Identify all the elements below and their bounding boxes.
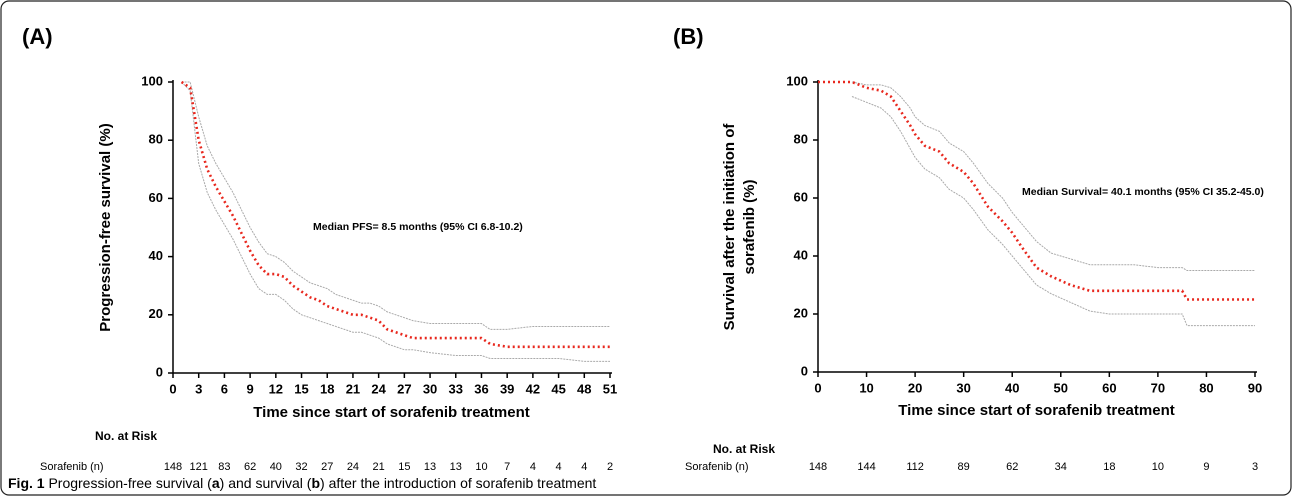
x-tick-label: 50 bbox=[1054, 380, 1068, 395]
caption-text: a bbox=[212, 475, 220, 491]
risk-count: 144 bbox=[857, 461, 875, 473]
risk-count: 15 bbox=[398, 461, 410, 473]
risk-count: 121 bbox=[190, 461, 208, 473]
x-axis-label: Time since start of sorafenib treatment bbox=[253, 404, 529, 421]
y-tick-label: 40 bbox=[149, 248, 163, 263]
x-tick-label: 80 bbox=[1199, 380, 1213, 395]
risk-count: 9 bbox=[1203, 461, 1209, 473]
caption-label: Fig. 1 bbox=[8, 475, 45, 491]
x-tick-label: 12 bbox=[269, 381, 283, 396]
risk-count: 62 bbox=[1006, 461, 1018, 473]
y-tick-label: 0 bbox=[801, 363, 808, 378]
x-tick-label: 24 bbox=[371, 381, 386, 396]
ci-line bbox=[851, 96, 1255, 327]
annotation: Median PFS= 8.5 months (95% CI 6.8-10.2) bbox=[313, 221, 523, 233]
risk-count: 13 bbox=[450, 461, 462, 473]
risk-count: 27 bbox=[321, 461, 333, 473]
x-tick-label: 30 bbox=[956, 380, 970, 395]
risk-count: 83 bbox=[218, 461, 230, 473]
x-tick-label: 36 bbox=[474, 381, 488, 396]
x-axis-label: Time since start of sorafenib treatment bbox=[898, 402, 1174, 419]
risk-count: 62 bbox=[244, 461, 256, 473]
x-tick-label: 42 bbox=[526, 381, 540, 396]
x-tick-label: 0 bbox=[169, 381, 176, 396]
x-tick-label: 33 bbox=[449, 381, 463, 396]
y-axis-label: Survival after the initiation of sorafeni… bbox=[721, 123, 758, 331]
x-tick-label: 90 bbox=[1248, 380, 1262, 395]
risk-count: 4 bbox=[581, 461, 587, 473]
x-tick-label: 20 bbox=[908, 380, 922, 395]
estimate-line bbox=[180, 80, 610, 349]
ci-line bbox=[851, 81, 1255, 271]
risk-count: 21 bbox=[373, 461, 385, 473]
x-tick-label: 0 bbox=[814, 380, 821, 395]
risk-count: 2 bbox=[607, 461, 613, 473]
risk-count: 34 bbox=[1055, 461, 1067, 473]
y-tick-label: 60 bbox=[794, 189, 808, 204]
caption-text: b bbox=[311, 475, 320, 491]
y-tick-label: 60 bbox=[149, 190, 163, 205]
caption-text: ) after the introduction of sorafenib tr… bbox=[320, 475, 596, 491]
risk-count: 10 bbox=[1152, 461, 1164, 473]
x-tick-label: 39 bbox=[500, 381, 514, 396]
risk-count: 4 bbox=[530, 461, 536, 473]
caption-text: Progression-free survival ( bbox=[45, 475, 213, 491]
x-tick-label: 6 bbox=[221, 381, 228, 396]
x-tick-label: 15 bbox=[294, 381, 308, 396]
risk-count: 7 bbox=[504, 461, 510, 473]
y-tick-label: 80 bbox=[794, 131, 808, 146]
x-tick-label: 18 bbox=[320, 381, 334, 396]
ci-line bbox=[181, 81, 610, 330]
risk-count: 4 bbox=[556, 461, 562, 473]
x-tick-label: 30 bbox=[423, 381, 437, 396]
x-tick-label: 70 bbox=[1151, 380, 1165, 395]
risk-count: 24 bbox=[347, 461, 359, 473]
ci-line bbox=[181, 81, 610, 362]
x-tick-label: 40 bbox=[1005, 380, 1019, 395]
x-tick-label: 9 bbox=[247, 381, 254, 396]
y-tick-label: 100 bbox=[141, 73, 163, 88]
estimate-line bbox=[818, 80, 1255, 301]
risk-count: 3 bbox=[1252, 461, 1258, 473]
risk-count: 148 bbox=[809, 461, 827, 473]
risk-count: 32 bbox=[295, 461, 307, 473]
y-tick-label: 20 bbox=[149, 306, 163, 321]
y-tick-label: 80 bbox=[149, 132, 163, 147]
panel-label: (B) bbox=[673, 24, 704, 49]
y-tick-label: 100 bbox=[786, 73, 808, 88]
risk-title: No. at Risk bbox=[713, 442, 775, 456]
risk-count: 112 bbox=[906, 461, 924, 473]
x-tick-label: 10 bbox=[859, 380, 873, 395]
risk-row-label: Sorafenib (n) bbox=[685, 461, 749, 473]
y-axis-label: Progression-free survival (%) bbox=[97, 123, 114, 331]
y-tick-label: 0 bbox=[156, 364, 163, 379]
risk-count: 148 bbox=[164, 461, 182, 473]
caption-text: ) and survival ( bbox=[220, 475, 312, 491]
x-tick-label: 51 bbox=[603, 381, 617, 396]
risk-count: 10 bbox=[475, 461, 487, 473]
annotation: Median Survival= 40.1 months (95% CI 35.… bbox=[1022, 186, 1264, 198]
y-tick-label: 20 bbox=[794, 305, 808, 320]
risk-count: 89 bbox=[958, 461, 970, 473]
y-tick-label: 40 bbox=[794, 247, 808, 262]
x-tick-label: 60 bbox=[1102, 380, 1116, 395]
x-tick-label: 48 bbox=[577, 381, 591, 396]
x-tick-label: 27 bbox=[397, 381, 411, 396]
x-tick-label: 21 bbox=[346, 381, 360, 396]
risk-row-label: Sorafenib (n) bbox=[40, 461, 104, 473]
x-tick-label: 3 bbox=[195, 381, 202, 396]
panel-label: (A) bbox=[22, 24, 53, 49]
risk-count: 40 bbox=[270, 461, 282, 473]
risk-title: No. at Risk bbox=[95, 429, 157, 443]
caption: Fig. 1 Progression-free survival (a) and… bbox=[8, 475, 596, 491]
x-tick-label: 45 bbox=[551, 381, 565, 396]
risk-count: 18 bbox=[1103, 461, 1115, 473]
risk-count: 13 bbox=[424, 461, 436, 473]
